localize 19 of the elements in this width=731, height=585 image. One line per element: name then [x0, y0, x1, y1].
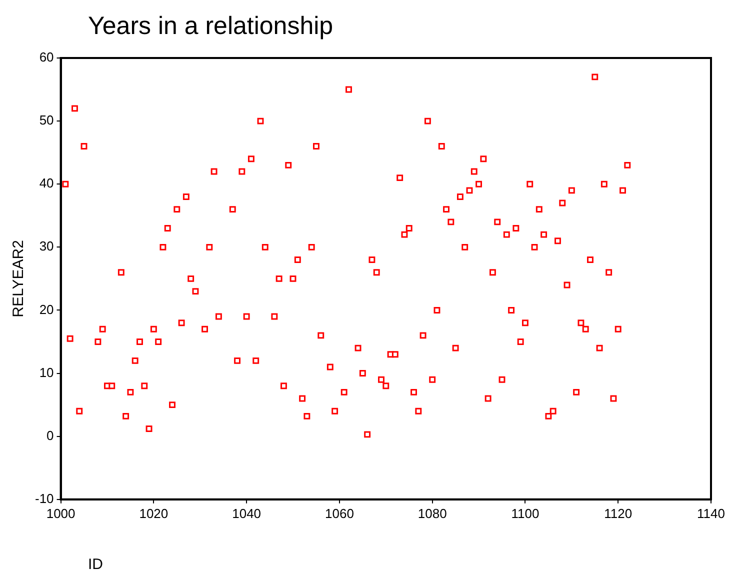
x-tick-label: 1040	[232, 506, 262, 521]
y-tick-label: 0	[46, 428, 54, 443]
x-tick-label: 1080	[418, 506, 447, 521]
y-tick-label: 60	[39, 50, 54, 65]
x-tick-label: 1000	[46, 506, 76, 521]
y-tick-label: 20	[39, 302, 54, 317]
y-tick-label: 30	[39, 238, 54, 254]
x-tick-label: 1020	[139, 506, 168, 521]
x-axis-title: ID	[88, 556, 103, 573]
y-tick-label: -10	[34, 490, 54, 506]
y-tick-label: 40	[39, 176, 54, 191]
x-tick-label: 1120	[604, 506, 632, 521]
y-tick-label: 10	[39, 364, 54, 380]
y-tick-label: 50	[39, 112, 54, 128]
y-axis-title: RELYEAR2	[10, 240, 28, 318]
chart-title: Years in a relationship	[88, 12, 334, 41]
x-tick-label: 1060	[324, 506, 354, 521]
x-tick-label: 1140	[697, 506, 725, 521]
x-tick-label: 1100	[511, 506, 540, 521]
